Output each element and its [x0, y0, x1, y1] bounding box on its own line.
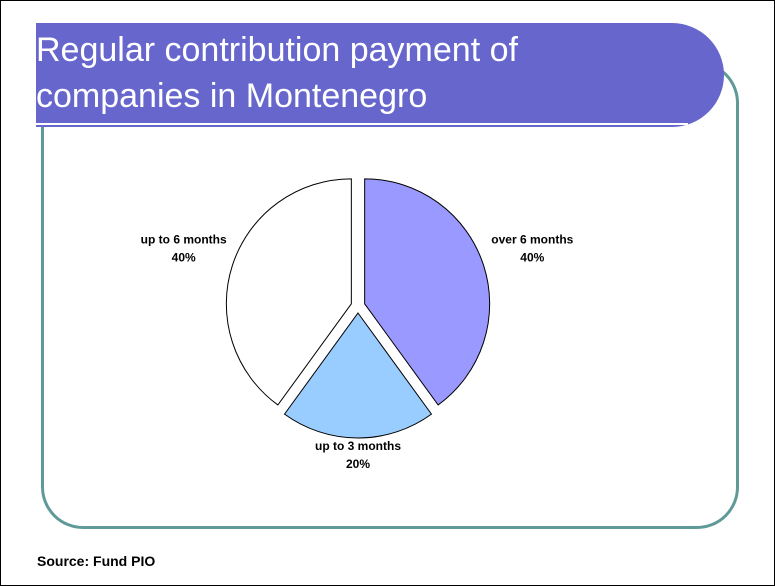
title-banner	[36, 23, 724, 127]
slice-value-label: 40%	[520, 251, 544, 265]
pie-slice	[364, 178, 491, 406]
slice-label: over 6 months	[491, 233, 573, 247]
slice-value-label: 20%	[346, 457, 370, 471]
slice-value-label: 40%	[172, 251, 196, 265]
slice-label: up to 6 months	[141, 233, 227, 247]
slide-title: Regular contribution payment of companie…	[36, 31, 518, 115]
title-underline	[36, 123, 688, 125]
pie-slice	[225, 178, 352, 406]
source-note: Source: Fund PIO	[37, 553, 156, 569]
slice-label: up to 3 months	[315, 439, 401, 453]
pie-slice	[283, 312, 433, 439]
